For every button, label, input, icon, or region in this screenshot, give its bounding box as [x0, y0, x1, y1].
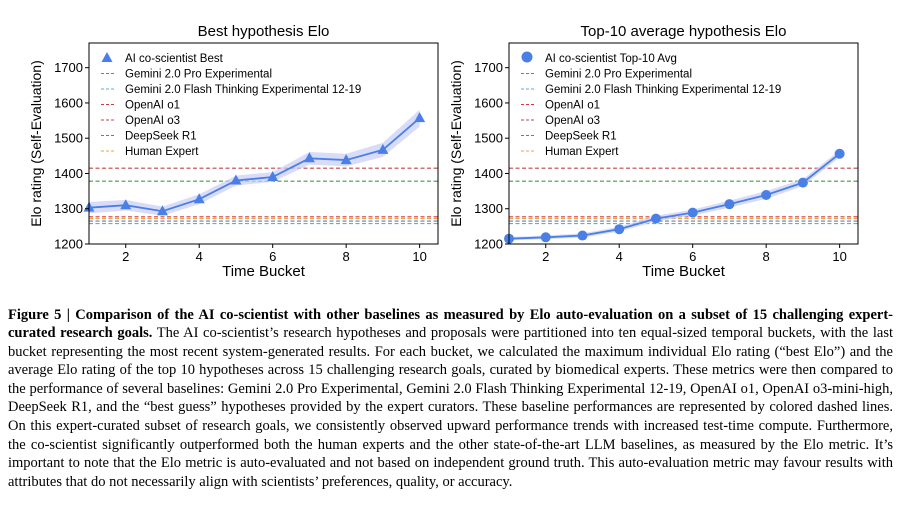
y-tick-label: 1200 [474, 237, 503, 252]
data-point [761, 189, 772, 200]
legend-entry-label: DeepSeek R1 [125, 131, 197, 143]
confidence-band [509, 150, 840, 241]
y-tick-label: 1300 [54, 201, 83, 216]
x-tick-label: 2 [542, 249, 549, 264]
legend-entry-label: Human Expert [545, 146, 619, 158]
y-tick-label: 1700 [474, 60, 503, 75]
series-line [88, 117, 421, 213]
data-point [230, 174, 242, 185]
legend-entry-label: Human Expert [125, 146, 199, 158]
x-tick-label: 4 [196, 249, 203, 264]
plot-frame [508, 42, 859, 245]
y-tick-label: 1400 [54, 166, 83, 181]
legend-entry-label: Gemini 2.0 Flash Thinking Experimental 1… [545, 84, 781, 96]
data-point [614, 224, 625, 235]
data-point [540, 232, 551, 243]
y-tick-label: 1300 [474, 201, 503, 216]
legend-entry-label: OpenAI o3 [125, 115, 180, 127]
legend-entry-label: OpenAI o1 [545, 100, 600, 112]
data-point [120, 199, 132, 210]
x-tick-label: 2 [122, 249, 129, 264]
x-tick-label: 6 [689, 249, 696, 264]
data-point [577, 230, 588, 241]
x-axis-label: Time Bucket [222, 263, 306, 280]
legend-entry-label: OpenAI o1 [125, 100, 180, 112]
x-tick-label: 8 [763, 249, 770, 264]
data-point [156, 205, 168, 216]
y-tick-label: 1600 [474, 95, 503, 110]
figure-caption: Figure 5 | Comparison of the AI co-scien… [8, 306, 893, 492]
legend-entry-label: DeepSeek R1 [545, 131, 617, 143]
data-point [414, 112, 426, 123]
caption-label: Figure 5 | Comparison of the AI co-scien… [8, 306, 893, 342]
x-tick-label: 10 [412, 249, 426, 264]
data-point [724, 199, 735, 210]
data-point [650, 213, 661, 224]
chart-title: Best hypothesis Elo [198, 23, 330, 40]
caption-body: The AI co-scientist’s research hypothese… [8, 325, 894, 490]
y-tick-label: 1500 [54, 131, 83, 146]
y-axis-label: Elo rating (Self-Evaluation) [448, 60, 464, 227]
plot-frame [88, 42, 439, 245]
x-tick-label: 6 [269, 249, 276, 264]
x-axis-label: Time Bucket [642, 263, 726, 280]
legend-entry-label: OpenAI o3 [545, 115, 600, 127]
legend: AI co-scientist Top-10 Avg Gemini 2.0 Pro… [521, 51, 781, 158]
chart-panel-2: Top-10 average hypothesis Elo 2 4 6 8 10 1200 1… [448, 23, 859, 280]
legend-entry-label: Gemini 2.0 Pro Experimental [545, 69, 692, 81]
y-tick-label: 1600 [54, 95, 83, 110]
y-tick-label: 1400 [474, 166, 503, 181]
legend-entry-label: Gemini 2.0 Flash Thinking Experimental 1… [125, 84, 361, 96]
x-tick-label: 10 [832, 249, 846, 264]
legend-entry-label: Gemini 2.0 Pro Experimental [125, 69, 272, 81]
y-tick-label: 1700 [54, 60, 83, 75]
y-tick-label: 1500 [474, 131, 503, 146]
data-point [377, 143, 389, 154]
series-line [508, 153, 841, 240]
data-point [303, 152, 315, 163]
chart-title: Top-10 average hypothesis Elo [581, 23, 787, 40]
data-point [797, 177, 808, 188]
x-tick-label: 8 [343, 249, 350, 264]
legend: AI co-scientist Best Gemini 2.0 Pro Exper… [101, 52, 361, 158]
y-tick-label: 1200 [54, 237, 83, 252]
legend-entry-label: AI co-scientist Best [125, 53, 224, 65]
data-point [193, 193, 205, 204]
chart-panel-1: Best hypothesis Elo 2 4 6 8 10 1200 1300 1400 150… [28, 23, 439, 280]
legend-marker [101, 52, 113, 62]
data-point [687, 207, 698, 218]
figure: Best hypothesis Elo 2 4 6 8 10 1200 1300 1400 150… [28, 23, 859, 280]
legend-entry-label: AI co-scientist Top-10 Avg [545, 53, 677, 65]
x-tick-label: 4 [616, 249, 623, 264]
data-point [340, 154, 352, 165]
y-axis-label: Elo rating (Self-Evaluation) [28, 60, 44, 227]
data-point [834, 148, 845, 159]
legend-marker [521, 51, 533, 63]
data-point [267, 171, 279, 181]
